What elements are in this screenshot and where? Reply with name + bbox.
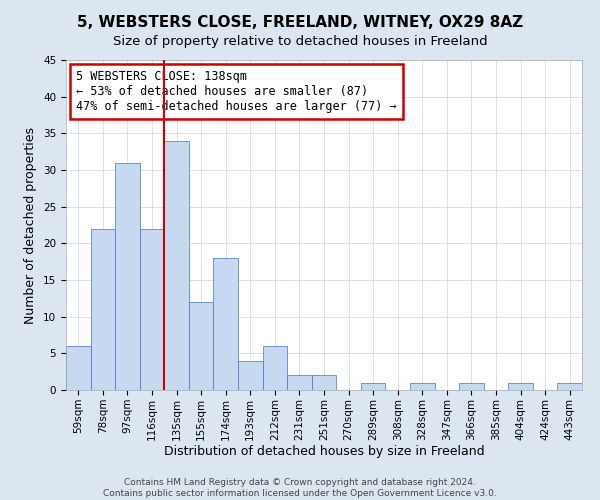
Bar <box>164 140 189 390</box>
Y-axis label: Number of detached properties: Number of detached properties <box>25 126 37 324</box>
Text: 5, WEBSTERS CLOSE, FREELAND, WITNEY, OX29 8AZ: 5, WEBSTERS CLOSE, FREELAND, WITNEY, OX2… <box>77 15 523 30</box>
Bar <box>263 346 287 390</box>
Text: Size of property relative to detached houses in Freeland: Size of property relative to detached ho… <box>113 35 487 48</box>
Bar <box>214 258 238 390</box>
Text: 5 WEBSTERS CLOSE: 138sqm
← 53% of detached houses are smaller (87)
47% of semi-d: 5 WEBSTERS CLOSE: 138sqm ← 53% of detach… <box>76 70 397 113</box>
Bar <box>557 382 582 390</box>
X-axis label: Distribution of detached houses by size in Freeland: Distribution of detached houses by size … <box>164 446 484 458</box>
Bar <box>361 382 385 390</box>
Bar <box>189 302 214 390</box>
Bar <box>459 382 484 390</box>
Bar <box>287 376 312 390</box>
Text: Contains HM Land Registry data © Crown copyright and database right 2024.
Contai: Contains HM Land Registry data © Crown c… <box>103 478 497 498</box>
Bar <box>238 360 263 390</box>
Bar <box>66 346 91 390</box>
Bar <box>410 382 434 390</box>
Bar <box>91 228 115 390</box>
Bar <box>508 382 533 390</box>
Bar <box>140 228 164 390</box>
Bar <box>312 376 336 390</box>
Bar <box>115 162 140 390</box>
